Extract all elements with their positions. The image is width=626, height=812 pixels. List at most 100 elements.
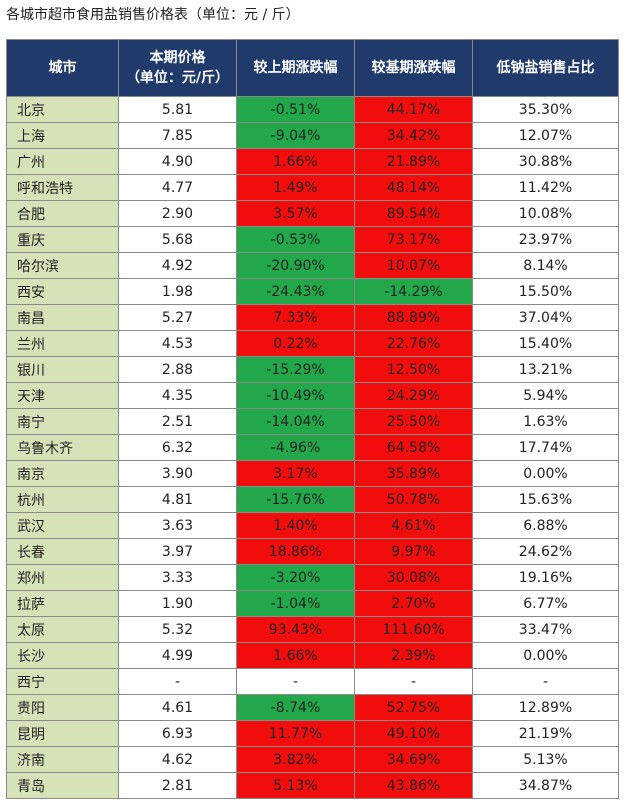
base-change-cell: -14.29% [354, 278, 473, 305]
price-cell: 4.81 [118, 486, 237, 513]
city-cell: 上海 [6, 122, 119, 149]
table-row: 贵阳 4.61 -8.74% 52.75% 12.89% [6, 694, 619, 721]
base-change-cell: 2.70% [354, 590, 473, 617]
header-base-change: 较基期涨跌幅 [354, 39, 473, 97]
price-cell: - [118, 668, 237, 695]
mom-change-cell: -0.51% [236, 96, 355, 123]
price-cell: 3.97 [118, 538, 237, 565]
price-cell: 4.92 [118, 252, 237, 279]
low-sodium-share-cell: 21.19% [472, 720, 619, 747]
city-cell: 哈尔滨 [6, 252, 119, 279]
low-sodium-share-cell: 34.87% [472, 772, 619, 799]
low-sodium-share-cell: 5.13% [472, 746, 619, 773]
price-cell: 1.98 [118, 278, 237, 305]
mom-change-cell: 1.66% [236, 148, 355, 175]
low-sodium-share-cell: 13.21% [472, 356, 619, 383]
mom-change-cell: 5.13% [236, 772, 355, 799]
mom-change-cell: 18.86% [236, 538, 355, 565]
price-cell: 4.61 [118, 694, 237, 721]
low-sodium-share-cell: 6.77% [472, 590, 619, 617]
base-change-cell: 49.10% [354, 720, 473, 747]
city-cell: 贵阳 [6, 694, 119, 721]
low-sodium-share-cell: 35.30% [472, 96, 619, 123]
city-cell: 杭州 [6, 486, 119, 513]
base-change-cell: 30.08% [354, 564, 473, 591]
city-cell: 广州 [6, 148, 119, 175]
mom-change-cell: -4.96% [236, 434, 355, 461]
price-cell: 6.32 [118, 434, 237, 461]
city-cell: 长春 [6, 538, 119, 565]
table-row: 上海 7.85 -9.04% 34.42% 12.07% [6, 122, 619, 149]
city-cell: 西安 [6, 278, 119, 305]
price-cell: 4.99 [118, 642, 237, 669]
table-row: 哈尔滨 4.92 -20.90% 10.07% 8.14% [6, 252, 619, 279]
mom-change-cell: 7.33% [236, 304, 355, 331]
mom-change-cell: -3.20% [236, 564, 355, 591]
city-cell: 银川 [6, 356, 119, 383]
base-change-cell: 34.42% [354, 122, 473, 149]
base-change-cell: 34.69% [354, 746, 473, 773]
low-sodium-share-cell: 33.47% [472, 616, 619, 643]
low-sodium-share-cell: 11.42% [472, 174, 619, 201]
mom-change-cell: 1.66% [236, 642, 355, 669]
base-change-cell: 10.07% [354, 252, 473, 279]
low-sodium-share-cell: 15.50% [472, 278, 619, 305]
base-change-cell: - [354, 668, 473, 695]
base-change-cell: 24.29% [354, 382, 473, 409]
base-change-cell: 2.39% [354, 642, 473, 669]
base-change-cell: 22.76% [354, 330, 473, 357]
header-mom-change: 较上期涨跌幅 [236, 39, 355, 97]
table-row: 重庆 5.68 -0.53% 73.17% 23.97% [6, 226, 619, 253]
mom-change-cell: 11.77% [236, 720, 355, 747]
base-change-cell: 111.60% [354, 616, 473, 643]
low-sodium-share-cell: 15.40% [472, 330, 619, 357]
table-body: 北京 5.81 -0.51% 44.17% 35.30% 上海 7.85 -9.04% 34.4… [6, 96, 619, 799]
price-cell: 5.81 [118, 96, 237, 123]
page-title: 各城市超市食用盐销售价格表（单位：元 / 斤） [6, 7, 300, 23]
mom-change-cell: 0.22% [236, 330, 355, 357]
price-cell: 6.93 [118, 720, 237, 747]
city-cell: 乌鲁木齐 [6, 434, 119, 461]
price-cell: 4.77 [118, 174, 237, 201]
low-sodium-share-cell: 15.63% [472, 486, 619, 513]
price-cell: 1.90 [118, 590, 237, 617]
table-row: 太原 5.32 93.43% 111.60% 33.47% [6, 616, 619, 643]
mom-change-cell: 3.57% [236, 200, 355, 227]
table-row: 长沙 4.99 1.66% 2.39% 0.00% [6, 642, 619, 669]
mom-change-cell: -1.04% [236, 590, 355, 617]
table-row: 南京 3.90 3.17% 35.89% 0.00% [6, 460, 619, 487]
low-sodium-share-cell: 12.07% [472, 122, 619, 149]
low-sodium-share-cell: 30.88% [472, 148, 619, 175]
low-sodium-share-cell: 6.88% [472, 512, 619, 539]
low-sodium-share-cell: 19.16% [472, 564, 619, 591]
mom-change-cell: -20.90% [236, 252, 355, 279]
table-row: 杭州 4.81 -15.76% 50.78% 15.63% [6, 486, 619, 513]
mom-change-cell: -10.49% [236, 382, 355, 409]
low-sodium-share-cell: 5.94% [472, 382, 619, 409]
city-cell: 济南 [6, 746, 119, 773]
city-cell: 郑州 [6, 564, 119, 591]
header-low-sodium-share: 低钠盐销售占比 [472, 39, 619, 97]
base-change-cell: 4.61% [354, 512, 473, 539]
mom-change-cell: 3.82% [236, 746, 355, 773]
table-row: 合肥 2.90 3.57% 89.54% 10.08% [6, 200, 619, 227]
price-cell: 5.68 [118, 226, 237, 253]
city-cell: 西宁 [6, 668, 119, 695]
low-sodium-share-cell: 0.00% [472, 460, 619, 487]
table-row: 拉萨 1.90 -1.04% 2.70% 6.77% [6, 590, 619, 617]
city-cell: 合肥 [6, 200, 119, 227]
mom-change-cell: 93.43% [236, 616, 355, 643]
city-cell: 南昌 [6, 304, 119, 331]
low-sodium-share-cell: 1.63% [472, 408, 619, 435]
city-cell: 拉萨 [6, 590, 119, 617]
base-change-cell: 12.50% [354, 356, 473, 383]
price-cell: 4.35 [118, 382, 237, 409]
table-row: 天津 4.35 -10.49% 24.29% 5.94% [6, 382, 619, 409]
price-cell: 4.62 [118, 746, 237, 773]
table-row: 广州 4.90 1.66% 21.89% 30.88% [6, 148, 619, 175]
mom-change-cell: 3.17% [236, 460, 355, 487]
table-row: 昆明 6.93 11.77% 49.10% 21.19% [6, 720, 619, 747]
base-change-cell: 25.50% [354, 408, 473, 435]
base-change-cell: 64.58% [354, 434, 473, 461]
city-cell: 太原 [6, 616, 119, 643]
